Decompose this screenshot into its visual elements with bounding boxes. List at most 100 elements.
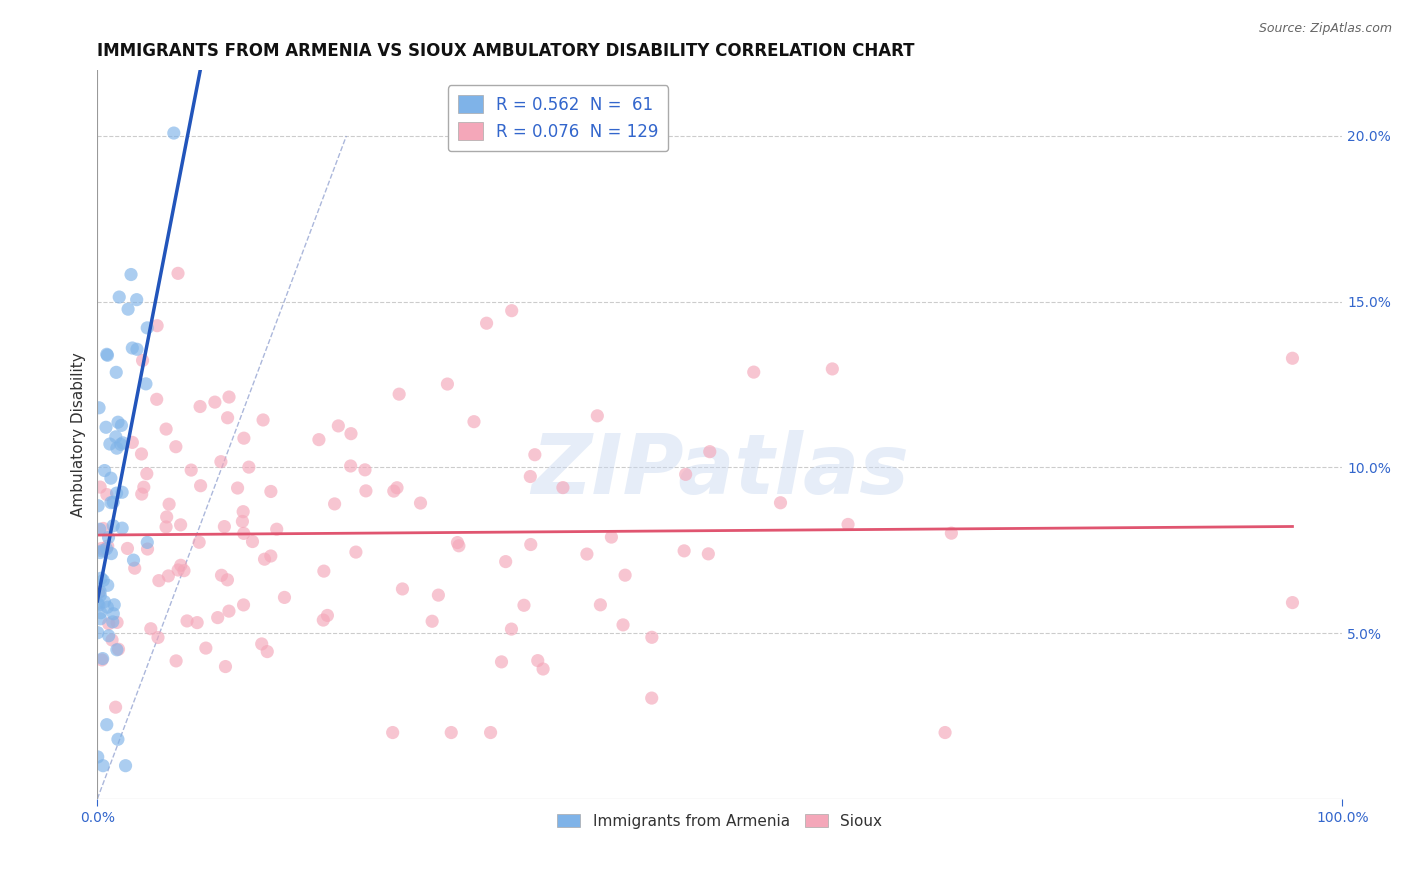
Point [125, 293, 148, 307]
Text: Source: ZipAtlas.com: Source: ZipAtlas.com [1258, 22, 1392, 36]
Point [447, 539, 470, 553]
Point [180, 463, 202, 477]
Point [169, 517, 191, 532]
Point [501, 303, 523, 318]
Point [97, 616, 120, 631]
Point [100, 471, 122, 485]
Point [90, 606, 112, 620]
Point [122, 553, 145, 567]
Point [135, 467, 157, 481]
Point [188, 535, 211, 549]
Point [131, 487, 153, 501]
Point [266, 522, 288, 536]
Point [139, 622, 162, 636]
Point [105, 642, 128, 657]
Point [107, 732, 129, 747]
Point [232, 505, 254, 519]
Point [742, 365, 765, 379]
Point [105, 486, 128, 500]
Point [232, 526, 254, 541]
Point [165, 440, 187, 454]
Point [308, 433, 330, 447]
Point [97, 531, 120, 545]
Point [89, 545, 111, 559]
Point [101, 632, 124, 647]
Point [479, 725, 502, 739]
Point [125, 343, 148, 357]
Point [87, 598, 110, 612]
Point [89, 522, 111, 536]
Point [614, 568, 637, 582]
Point [491, 655, 513, 669]
Point [641, 630, 664, 644]
Point [207, 610, 229, 624]
Point [941, 526, 963, 541]
Point [427, 588, 450, 602]
Point [117, 541, 139, 556]
Point [101, 518, 124, 533]
Point [165, 654, 187, 668]
Point [89, 589, 111, 603]
Point [209, 455, 232, 469]
Point [96, 600, 118, 615]
Point [131, 353, 153, 368]
Point [105, 365, 128, 379]
Point [94, 420, 117, 434]
Point [93, 464, 115, 478]
Point [91, 651, 114, 665]
Point [218, 604, 240, 618]
Point [391, 582, 413, 596]
Point [101, 615, 124, 629]
Point [612, 618, 634, 632]
Point [194, 641, 217, 656]
Point [121, 341, 143, 355]
Point [190, 479, 212, 493]
Point [111, 485, 134, 500]
Y-axis label: Ambulatory Disability: Ambulatory Disability [72, 351, 86, 516]
Point [501, 622, 523, 636]
Point [157, 569, 180, 583]
Point [132, 480, 155, 494]
Point [513, 599, 536, 613]
Point [328, 418, 350, 433]
Point [519, 537, 541, 551]
Point [436, 377, 458, 392]
Point [232, 598, 254, 612]
Point [156, 510, 179, 524]
Point [673, 544, 696, 558]
Point [204, 395, 226, 409]
Point [523, 448, 546, 462]
Point [89, 584, 111, 599]
Point [93, 594, 115, 608]
Point [589, 598, 612, 612]
Text: ZIPatlas: ZIPatlas [531, 430, 908, 511]
Point [155, 422, 177, 436]
Point [186, 615, 208, 630]
Point [93, 521, 115, 535]
Point [136, 535, 159, 549]
Point [163, 126, 186, 140]
Point [131, 447, 153, 461]
Point [136, 321, 159, 335]
Point [1281, 351, 1303, 366]
Point [145, 392, 167, 407]
Point [114, 758, 136, 772]
Point [100, 496, 122, 510]
Point [121, 435, 143, 450]
Point [526, 654, 548, 668]
Point [111, 435, 134, 450]
Point [167, 266, 190, 280]
Point [388, 387, 411, 401]
Point [96, 487, 118, 501]
Point [87, 499, 110, 513]
Point [252, 413, 274, 427]
Point [146, 631, 169, 645]
Point [93, 543, 115, 558]
Point [381, 725, 404, 739]
Point [339, 458, 361, 473]
Point [934, 725, 956, 739]
Point [188, 400, 211, 414]
Point [586, 409, 609, 423]
Point [531, 662, 554, 676]
Point [146, 318, 169, 333]
